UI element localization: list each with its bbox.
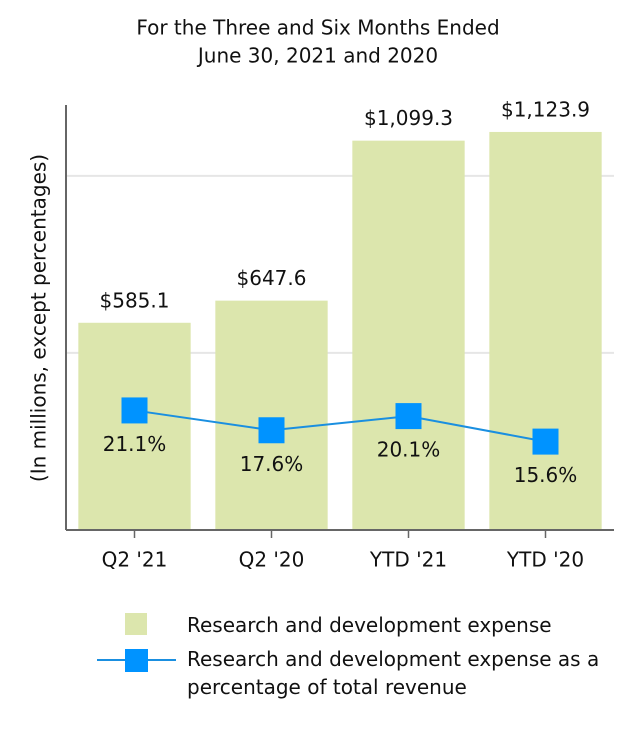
line-value-label: 15.6% <box>514 463 578 487</box>
line-marker <box>258 417 285 444</box>
legend-label: Research and development expense as a pe… <box>187 647 600 699</box>
x-tick-label: YTD '21 <box>369 548 447 572</box>
legend-swatch-marker <box>125 649 148 672</box>
bar-value-label: $585.1 <box>100 288 170 312</box>
bar-value-label: $1,099.3 <box>364 106 453 130</box>
line-marker <box>532 428 559 455</box>
line-value-label: 21.1% <box>103 432 167 456</box>
bar <box>489 131 602 530</box>
bar <box>78 322 191 530</box>
x-tick-label: Q2 '20 <box>239 548 305 572</box>
legend-label: Research and development expense <box>187 613 552 637</box>
line-marker <box>395 403 422 430</box>
x-tick-label: Q2 '21 <box>102 548 168 572</box>
chart-title: June 30, 2021 and 2020 <box>196 44 438 68</box>
line-marker <box>121 397 148 424</box>
chart-title: For the Three and Six Months Ended <box>136 16 499 40</box>
line-value-label: 20.1% <box>377 438 441 462</box>
bar <box>215 300 328 530</box>
legend-swatch <box>125 613 147 635</box>
bar-value-label: $647.6 <box>237 266 307 290</box>
bar-value-label: $1,123.9 <box>501 97 590 121</box>
x-tick-label: YTD '20 <box>506 548 584 572</box>
line-value-label: 17.6% <box>240 452 304 476</box>
y-axis-label: (In millions, except percentages) <box>27 154 51 482</box>
bar <box>352 140 465 530</box>
line <box>134 409 546 443</box>
